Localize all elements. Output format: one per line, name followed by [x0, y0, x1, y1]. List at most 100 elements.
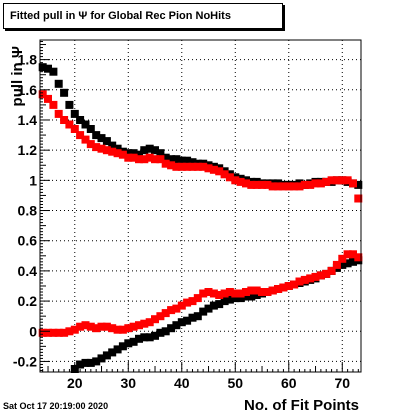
data-point — [215, 291, 224, 299]
data-point — [188, 297, 197, 306]
data-point — [156, 155, 165, 164]
data-point — [129, 149, 138, 158]
data-point — [145, 333, 154, 342]
y-tick-label: -0.2 — [13, 353, 37, 369]
data-point — [135, 334, 143, 343]
data-point — [247, 180, 256, 189]
data-point — [70, 109, 79, 118]
data-point — [199, 162, 208, 171]
y-tick-label: 0.4 — [18, 263, 38, 279]
y-tick-label: 0.8 — [18, 203, 38, 219]
data-point — [172, 304, 181, 313]
data-point — [220, 170, 229, 179]
data-point — [76, 322, 85, 331]
data-point — [156, 328, 165, 337]
data-point — [140, 155, 149, 164]
plot-frame — [39, 39, 362, 373]
data-point — [92, 357, 101, 366]
data-point — [247, 286, 256, 295]
data-point — [151, 331, 159, 340]
data-point — [65, 327, 74, 336]
data-point — [161, 159, 170, 168]
data-point — [167, 306, 176, 315]
data-point — [316, 179, 325, 188]
data-point — [231, 289, 240, 298]
data-point — [86, 358, 95, 367]
data-point — [354, 253, 363, 262]
data-point — [172, 321, 181, 330]
data-point — [167, 161, 176, 170]
data-point — [177, 156, 186, 165]
data-point — [102, 146, 111, 155]
data-point — [124, 339, 133, 348]
data-point — [193, 312, 202, 321]
data-point — [274, 182, 283, 191]
data-point — [252, 180, 261, 189]
data-point — [279, 283, 288, 292]
data-point — [172, 155, 181, 164]
data-point — [183, 162, 192, 171]
data-point — [183, 156, 192, 165]
data-point — [204, 288, 213, 296]
data-point — [290, 182, 299, 191]
data-point — [113, 144, 122, 153]
data-point — [108, 147, 117, 156]
data-point — [65, 100, 74, 109]
data-point — [290, 280, 299, 289]
y-tick-label: 1.8 — [18, 52, 38, 68]
data-point — [81, 321, 90, 330]
data-point — [188, 162, 197, 171]
data-point — [70, 325, 79, 334]
data-point — [306, 180, 315, 189]
data-point — [108, 141, 117, 150]
data-point — [183, 316, 192, 325]
data-point — [113, 345, 122, 354]
data-point — [118, 342, 127, 351]
data-point — [193, 294, 202, 303]
data-point — [268, 182, 277, 191]
data-point — [327, 176, 336, 185]
data-point — [97, 144, 106, 153]
data-point — [258, 180, 266, 189]
data-point — [209, 165, 218, 174]
series-group — [38, 90, 363, 203]
data-point — [92, 324, 101, 333]
data-point — [177, 162, 186, 171]
y-tick-label: 1.6 — [18, 82, 38, 98]
data-point — [322, 177, 331, 186]
data-point — [38, 63, 47, 72]
data-point — [81, 135, 90, 144]
data-point — [215, 167, 224, 176]
data-point — [188, 158, 197, 167]
data-point — [102, 351, 111, 360]
data-point — [145, 144, 154, 153]
data-point — [54, 109, 63, 118]
x-tick-label: 30 — [120, 375, 136, 391]
data-point — [354, 194, 363, 203]
data-point — [258, 288, 266, 296]
y-tick-label: 0.6 — [18, 233, 38, 249]
data-point — [204, 304, 213, 313]
data-point — [300, 180, 309, 189]
data-point — [156, 149, 165, 158]
data-point — [156, 312, 165, 321]
data-point — [97, 322, 106, 331]
y-tick-label: 1.4 — [18, 112, 38, 128]
data-point — [209, 289, 218, 298]
data-point — [263, 288, 272, 296]
data-point — [193, 162, 202, 171]
data-point — [316, 271, 325, 280]
data-point — [124, 149, 133, 158]
data-point — [274, 285, 283, 293]
y-axis-title: pull in Ψ — [9, 46, 26, 106]
data-point — [322, 269, 331, 278]
data-point — [140, 333, 149, 342]
data-point — [338, 176, 347, 185]
data-point — [38, 328, 47, 337]
data-point — [97, 134, 106, 143]
data-point — [161, 153, 170, 162]
data-point — [188, 313, 197, 322]
data-point — [300, 275, 309, 284]
data-point — [140, 146, 149, 155]
data-point — [86, 140, 95, 149]
